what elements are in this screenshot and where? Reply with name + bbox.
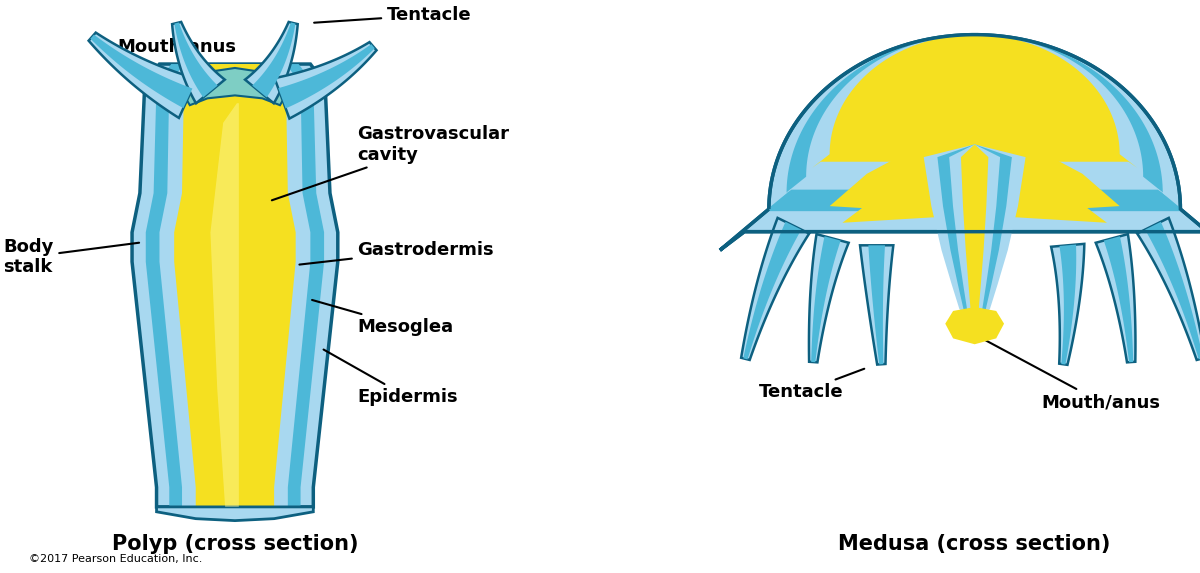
- Text: Tentacle: Tentacle: [760, 369, 864, 401]
- Polygon shape: [1104, 236, 1133, 362]
- Polygon shape: [720, 34, 1200, 250]
- Polygon shape: [812, 34, 1138, 168]
- Text: Epidermis: Epidermis: [324, 350, 458, 406]
- Polygon shape: [184, 68, 286, 105]
- Polygon shape: [172, 22, 224, 103]
- Polygon shape: [811, 236, 841, 362]
- Polygon shape: [743, 222, 802, 359]
- Polygon shape: [156, 507, 313, 521]
- Polygon shape: [252, 22, 295, 97]
- Polygon shape: [1060, 245, 1076, 364]
- Polygon shape: [809, 234, 848, 362]
- Polygon shape: [776, 34, 1172, 200]
- Polygon shape: [90, 34, 192, 108]
- Polygon shape: [210, 103, 239, 507]
- Polygon shape: [949, 144, 1000, 324]
- Polygon shape: [869, 245, 886, 364]
- Polygon shape: [1096, 234, 1135, 362]
- Polygon shape: [275, 42, 377, 119]
- Text: Body
stalk: Body stalk: [4, 238, 139, 276]
- Polygon shape: [937, 144, 1012, 324]
- Text: Mouth/anus: Mouth/anus: [977, 336, 1160, 411]
- Polygon shape: [748, 34, 1200, 226]
- Text: Gastrodermis: Gastrodermis: [300, 241, 494, 265]
- Text: Mouth/anus: Mouth/anus: [118, 37, 236, 84]
- Text: Medusa (cross section): Medusa (cross section): [839, 534, 1111, 554]
- Polygon shape: [924, 144, 1026, 324]
- Polygon shape: [829, 138, 1120, 223]
- Polygon shape: [174, 64, 295, 507]
- Text: Gastrovascular
cavity: Gastrovascular cavity: [272, 125, 509, 201]
- Polygon shape: [961, 144, 989, 324]
- Polygon shape: [946, 307, 1004, 344]
- Polygon shape: [1145, 222, 1200, 359]
- Polygon shape: [132, 64, 338, 507]
- Text: Mesoglea: Mesoglea: [312, 300, 454, 336]
- Text: ©2017 Pearson Education, Inc.: ©2017 Pearson Education, Inc.: [29, 554, 203, 564]
- Text: Polyp (cross section): Polyp (cross section): [112, 534, 358, 554]
- Polygon shape: [89, 33, 197, 118]
- Polygon shape: [742, 218, 809, 360]
- Polygon shape: [1138, 218, 1200, 360]
- Polygon shape: [245, 22, 298, 103]
- Polygon shape: [174, 22, 217, 97]
- Polygon shape: [278, 44, 374, 108]
- Polygon shape: [145, 64, 324, 507]
- Text: Tentacle: Tentacle: [314, 6, 472, 24]
- Polygon shape: [160, 64, 311, 507]
- Polygon shape: [860, 245, 893, 364]
- Polygon shape: [1051, 244, 1085, 365]
